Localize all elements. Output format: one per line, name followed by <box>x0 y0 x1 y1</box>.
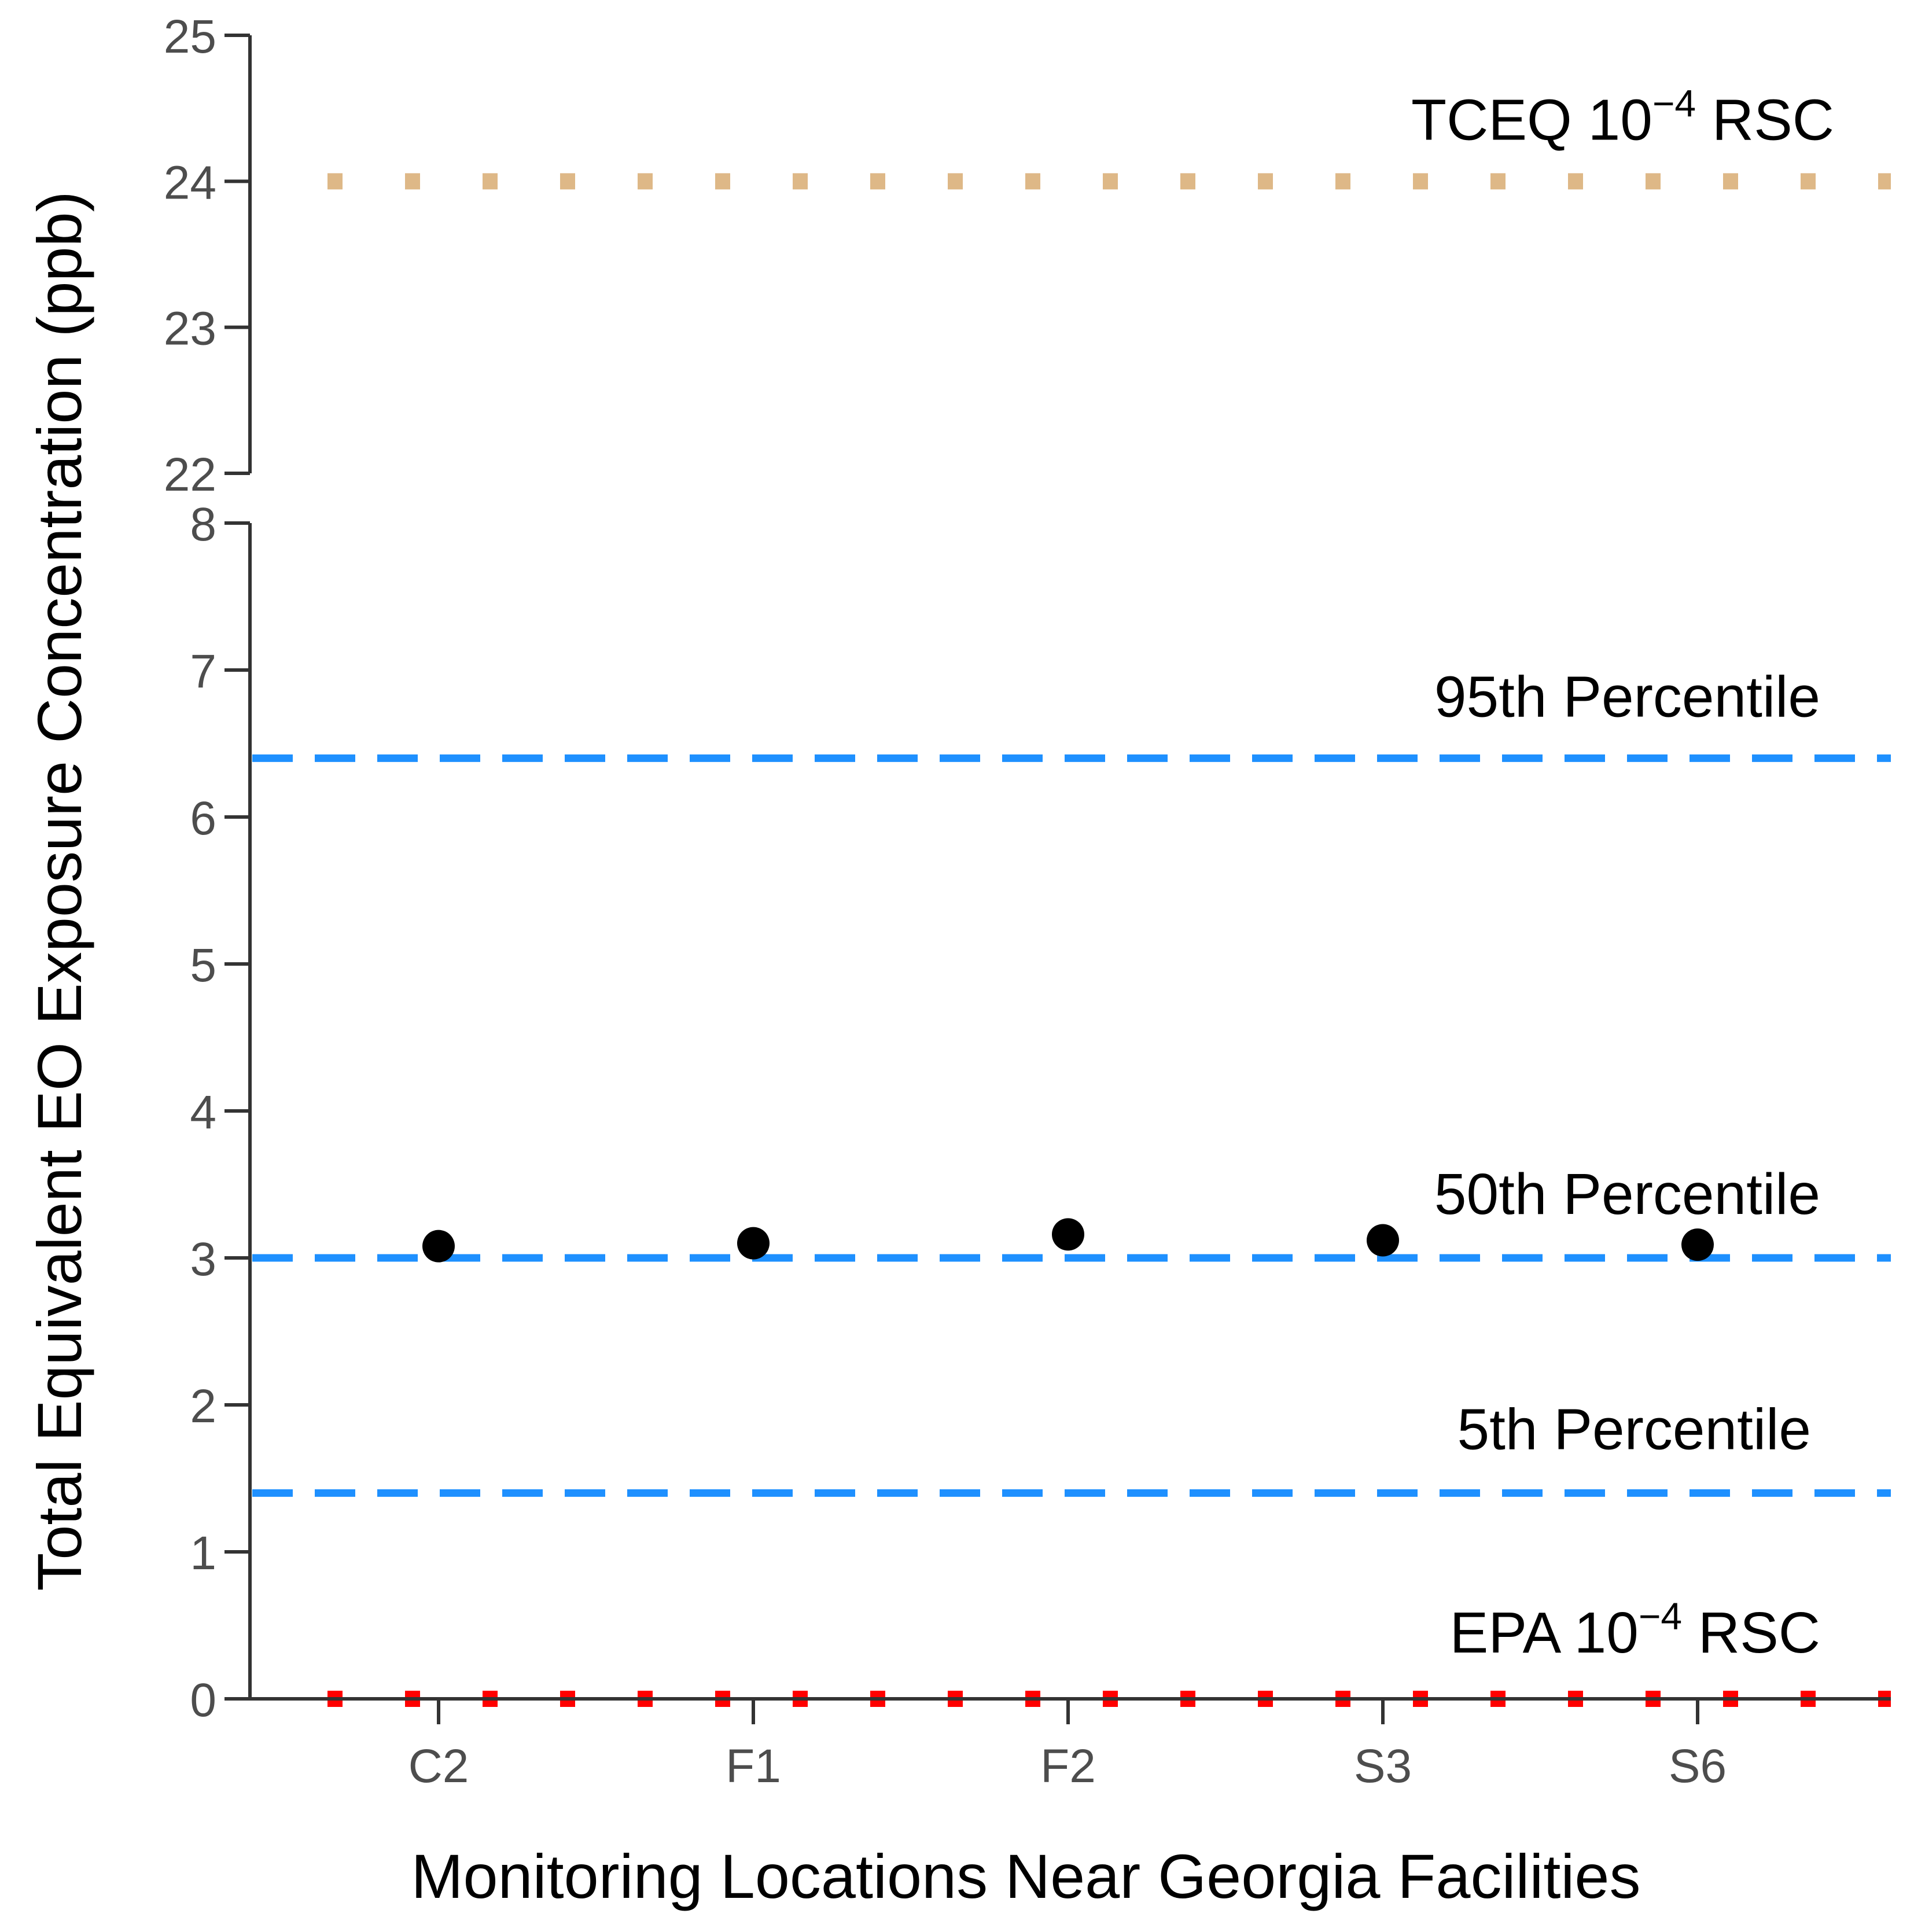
ref-label-epa: EPA 10−4 RSC <box>1450 1595 1820 1665</box>
lower-y-tick-label: 6 <box>190 792 216 845</box>
ref-label-base: 95th Percentile <box>1434 664 1820 729</box>
x-tick-label: C2 <box>408 1740 469 1793</box>
upper-y-tick-label: 25 <box>164 10 216 63</box>
lower-y-tick-label: 8 <box>190 498 216 551</box>
ref-label-base: EPA 10 <box>1450 1600 1639 1665</box>
upper-panel: 22 23 24 25 <box>164 10 252 501</box>
x-tick-label: F1 <box>726 1740 781 1793</box>
data-point-F1 <box>737 1227 770 1260</box>
data-point-S6 <box>1681 1228 1714 1261</box>
lower-y-tick-label: 1 <box>190 1527 216 1580</box>
lower-y-tick-label: 4 <box>190 1086 216 1139</box>
x-axis: C2 F1 F2 S3 S6 <box>250 1697 1891 1793</box>
ref-label-exponent: −4 <box>1652 82 1696 124</box>
ref-label-tceq: TCEQ 10−4 RSC <box>1411 82 1834 152</box>
ref-label-base: 50th Percentile <box>1434 1162 1820 1227</box>
lower-y-tick-label: 5 <box>190 939 216 992</box>
data-point-F2 <box>1052 1218 1084 1251</box>
upper-y-tick-label: 22 <box>164 448 216 501</box>
ref-label-p95: 95th Percentile <box>1434 664 1820 729</box>
data-point-C2 <box>422 1230 455 1263</box>
lower-panel: 0 1 2 3 4 5 6 7 8 <box>190 498 252 1727</box>
ref-label-tail: RSC <box>1696 87 1834 152</box>
data-points <box>422 1218 1714 1263</box>
x-axis-title: Monitoring Locations Near Georgia Facili… <box>411 1841 1641 1911</box>
x-tick-label: S6 <box>1669 1740 1727 1793</box>
ref-label-base: TCEQ 10 <box>1411 87 1652 152</box>
ref-label-tail: RSC <box>1682 1600 1820 1665</box>
ref-label-p5: 5th Percentile <box>1457 1397 1811 1462</box>
lower-y-tick-label: 0 <box>190 1674 216 1727</box>
x-tick-label: S3 <box>1354 1740 1412 1793</box>
y-axis-title: Total Equivalent EO Exposure Concentrati… <box>24 191 94 1591</box>
ref-label-p50: 50th Percentile <box>1434 1162 1820 1227</box>
x-tick-label: F2 <box>1040 1740 1096 1793</box>
upper-y-tick-label: 23 <box>164 303 216 355</box>
upper-y-tick-label: 24 <box>164 156 216 209</box>
ref-label-exponent: −4 <box>1639 1595 1682 1637</box>
ref-label-base: 5th Percentile <box>1457 1397 1811 1462</box>
data-point-S3 <box>1367 1224 1399 1257</box>
lower-y-tick-label: 2 <box>190 1380 216 1433</box>
lower-y-tick-label: 3 <box>190 1233 216 1286</box>
lower-y-tick-label: 7 <box>190 645 216 698</box>
